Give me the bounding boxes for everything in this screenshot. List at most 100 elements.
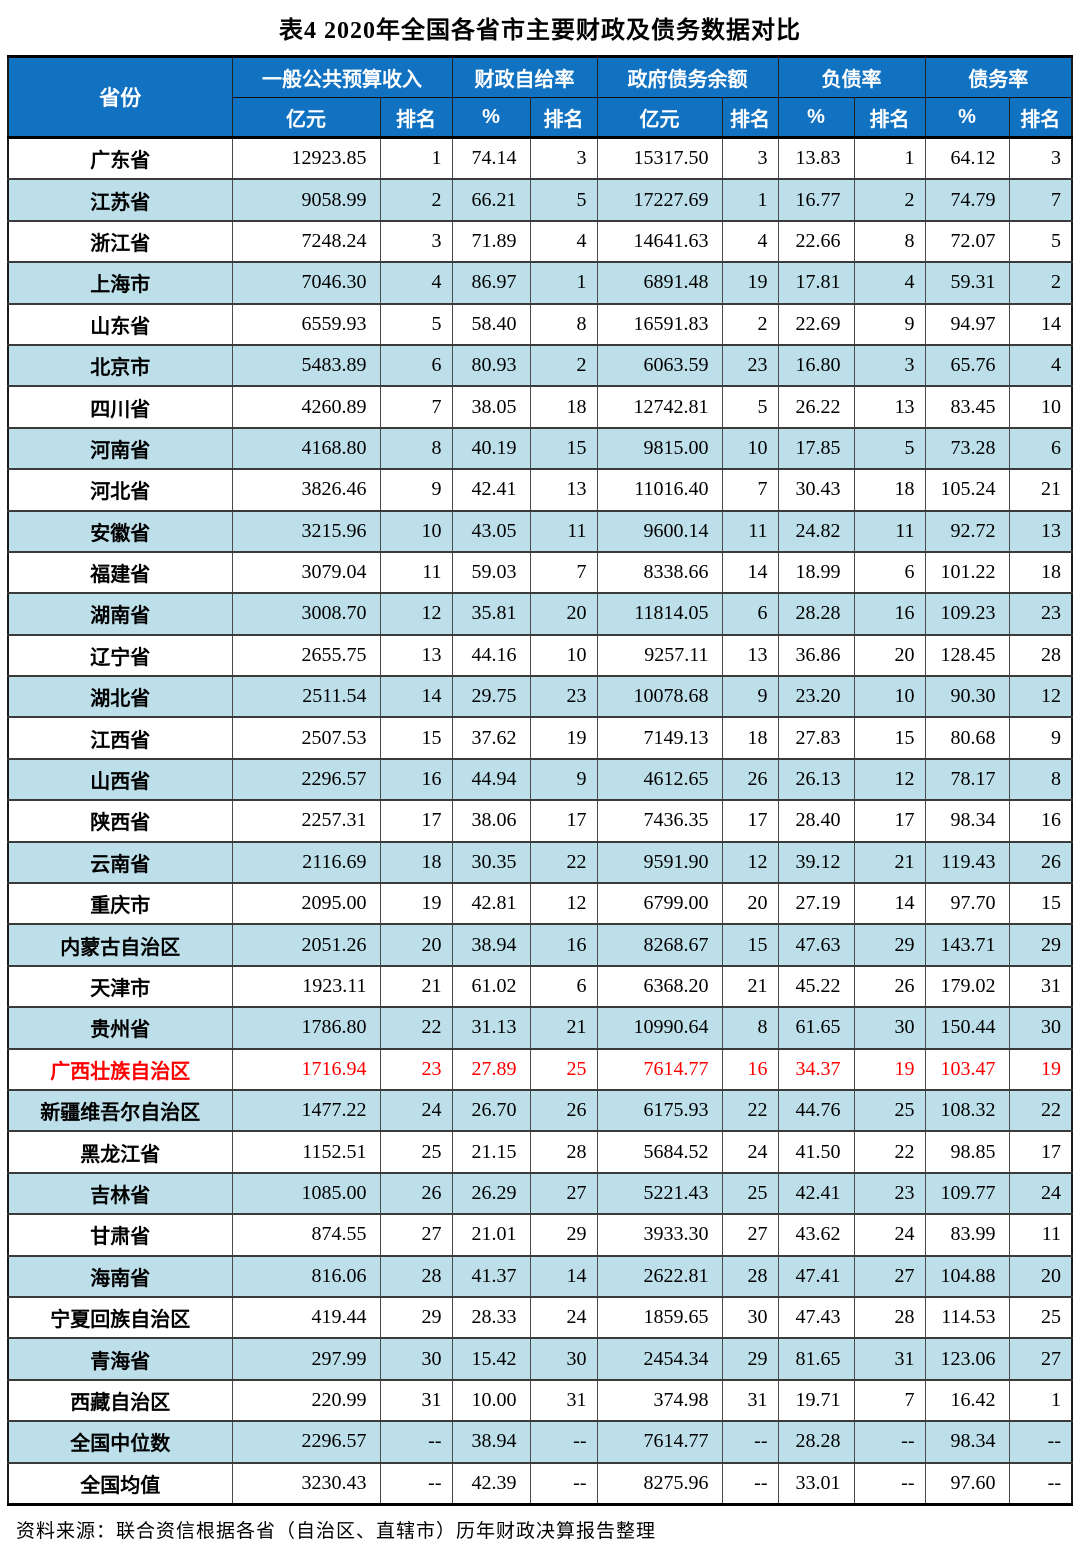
- cell-value: 44.94: [451, 757, 531, 801]
- cell-rank: --: [1008, 1461, 1073, 1505]
- cell-rank: 26: [721, 757, 779, 801]
- cell-rank: 9: [529, 757, 598, 801]
- cell-value: 6063.59: [596, 343, 723, 387]
- cell-rank: 19: [1008, 1047, 1073, 1090]
- cell-value: 109.77: [924, 1171, 1010, 1215]
- cell-province: 山东省: [7, 302, 233, 345]
- cell-value: 1859.65: [596, 1295, 723, 1339]
- cell-value: 15317.50: [596, 136, 723, 180]
- cell-value: 101.22: [924, 550, 1010, 594]
- cell-value: 816.06: [231, 1254, 381, 1297]
- cell-rank: 29: [721, 1337, 779, 1380]
- cell-value: 19.71: [777, 1378, 855, 1422]
- header-group-budget-revenue: 一般公共预算收入: [231, 56, 453, 98]
- cell-value: 83.99: [924, 1213, 1010, 1256]
- cell-value: 59.31: [924, 261, 1010, 304]
- table-row: 广东省 12923.85 1 74.14 3 15317.50 3 13.83 1 64.12 3: [7, 136, 1073, 180]
- cell-value: 28.40: [777, 799, 855, 842]
- cell-value: 42.39: [451, 1461, 531, 1505]
- cell-rank: 15: [529, 426, 598, 470]
- cell-value: 90.30: [924, 675, 1010, 718]
- cell-province: 湖南省: [7, 592, 233, 635]
- cell-rank: 14: [1008, 302, 1073, 345]
- cell-rank: 12: [721, 840, 779, 884]
- cell-rank: 25: [379, 1130, 453, 1173]
- cell-rank: 13: [1008, 509, 1073, 552]
- cell-province: 吉林省: [7, 1171, 233, 1215]
- cell-province: 全国中位数: [7, 1420, 233, 1463]
- cell-rank: 2: [1008, 261, 1073, 304]
- cell-rank: 3: [529, 136, 598, 180]
- cell-rank: 5: [379, 302, 453, 345]
- cell-value: 2511.54: [231, 675, 381, 718]
- cell-rank: 10: [529, 633, 598, 677]
- cell-rank: 10: [379, 509, 453, 552]
- cell-value: 3826.46: [231, 468, 381, 511]
- cell-value: 47.43: [777, 1295, 855, 1339]
- cell-value: 9600.14: [596, 509, 723, 552]
- cell-province: 江苏省: [7, 178, 233, 221]
- cell-rank: 3: [1008, 136, 1073, 180]
- cell-rank: 6: [1008, 426, 1073, 470]
- cell-value: 74.14: [451, 136, 531, 180]
- cell-rank: 22: [853, 1130, 926, 1173]
- cell-rank: 4: [379, 261, 453, 304]
- cell-value: 2296.57: [231, 757, 381, 801]
- cell-rank: 4: [721, 219, 779, 263]
- table-row: 安徽省 3215.96 10 43.05 11 9600.14 11 24.82 11 92.72…: [7, 509, 1073, 552]
- table-row: 吉林省 1085.00 26 26.29 27 5221.43 25 42.41 23 109.7…: [7, 1171, 1073, 1215]
- cell-rank: 15: [379, 716, 453, 759]
- cell-rank: 7: [529, 550, 598, 594]
- cell-rank: 23: [721, 343, 779, 387]
- cell-rank: 4: [853, 261, 926, 304]
- table-row: 新疆维吾尔自治区 1477.22 24 26.70 26 6175.93 22 44.76 25…: [7, 1088, 1073, 1132]
- cell-value: 47.63: [777, 923, 855, 966]
- cell-rank: 16: [379, 757, 453, 801]
- cell-rank: 31: [721, 1378, 779, 1422]
- cell-value: 7149.13: [596, 716, 723, 759]
- cell-rank: 16: [721, 1047, 779, 1090]
- table-row: 河南省 4168.80 8 40.19 15 9815.00 10 17.85 5 73.28 6: [7, 426, 1073, 470]
- cell-rank: 25: [1008, 1295, 1073, 1339]
- cell-rank: 11: [1008, 1213, 1073, 1256]
- header-group-self-sufficiency-rate: 财政自给率: [451, 56, 598, 98]
- table-row: 江西省 2507.53 15 37.62 19 7149.13 18 27.83 15 80.68…: [7, 716, 1073, 759]
- cell-rank: 6: [721, 592, 779, 635]
- cell-value: 123.06: [924, 1337, 1010, 1380]
- cell-rank: 27: [379, 1213, 453, 1256]
- cell-value: 34.37: [777, 1047, 855, 1090]
- cell-rank: --: [721, 1461, 779, 1505]
- cell-value: 5483.89: [231, 343, 381, 387]
- cell-value: 22.69: [777, 302, 855, 345]
- cell-rank: 13: [721, 633, 779, 677]
- table-row: 山西省 2296.57 16 44.94 9 4612.65 26 26.13 12 78.17 8: [7, 757, 1073, 801]
- cell-rank: 1: [853, 136, 926, 180]
- cell-value: 1477.22: [231, 1088, 381, 1132]
- cell-value: 94.97: [924, 302, 1010, 345]
- cell-rank: 26: [853, 964, 926, 1008]
- cell-rank: 31: [1008, 964, 1073, 1008]
- cell-rank: 8: [721, 1006, 779, 1049]
- cell-province: 陕西省: [7, 799, 233, 842]
- cell-province: 河北省: [7, 468, 233, 511]
- cell-rank: 10: [1008, 385, 1073, 428]
- cell-rank: 1: [1008, 1378, 1073, 1422]
- cell-rank: 18: [721, 716, 779, 759]
- cell-province: 山西省: [7, 757, 233, 801]
- cell-value: 9058.99: [231, 178, 381, 221]
- cell-rank: 14: [721, 550, 779, 594]
- cell-rank: 7: [1008, 178, 1073, 221]
- cell-value: 38.94: [451, 923, 531, 966]
- cell-value: 16591.83: [596, 302, 723, 345]
- cell-rank: 15: [721, 923, 779, 966]
- cell-value: 30.43: [777, 468, 855, 511]
- cell-value: 2051.26: [231, 923, 381, 966]
- cell-rank: 1: [721, 178, 779, 221]
- table-row: 辽宁省 2655.75 13 44.16 10 9257.11 13 36.86 20 128.4…: [7, 633, 1073, 677]
- cell-rank: --: [529, 1461, 598, 1505]
- cell-value: 3079.04: [231, 550, 381, 594]
- cell-rank: 27: [1008, 1337, 1073, 1380]
- cell-rank: 21: [529, 1006, 598, 1049]
- cell-value: 9257.11: [596, 633, 723, 677]
- cell-value: 2655.75: [231, 633, 381, 677]
